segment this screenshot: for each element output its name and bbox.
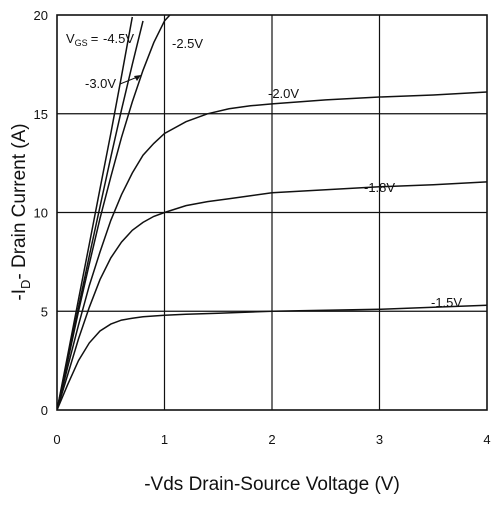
y-tick-label: 5	[41, 304, 48, 319]
label-leader-arrow	[134, 75, 141, 81]
series-label: -2.0V	[268, 86, 299, 101]
series-label: -1.5V	[431, 295, 462, 310]
series-labels: -4.5V -3.0V -2.5V -2.0V -1.8V -1.5V	[85, 31, 462, 310]
y-tick-label: 20	[34, 8, 48, 23]
y-tick-label: 10	[34, 206, 48, 221]
curve-vgs15	[57, 304, 487, 410]
x-axis-title: -Vds Drain-Source Voltage (V)	[144, 474, 400, 495]
y-axis-title-suffix: - Drain Current (A)	[9, 123, 30, 279]
x-tick-label: 0	[53, 432, 60, 447]
series-label: -1.8V	[364, 180, 395, 195]
x-tick-label: 4	[483, 432, 490, 447]
y-tick-label: 0	[41, 403, 48, 418]
vgs-legend-sub: GS	[75, 38, 88, 48]
series-label: -3.0V	[85, 76, 116, 91]
curve-vgs25	[57, 15, 171, 410]
vgs-legend-eq: =	[91, 31, 99, 46]
curve-vgs45	[57, 16, 134, 410]
series-label: -4.5V	[103, 31, 134, 46]
y-axis-title-sub: D	[18, 280, 33, 289]
y-tick-label: 15	[34, 107, 48, 122]
grid-lines	[56, 14, 488, 411]
curve-vgs20	[57, 91, 487, 410]
series-label: -2.5V	[172, 36, 203, 51]
y-axis-title: -ID- Drain Current (A)	[9, 123, 33, 300]
tick-labels: 0 1 2 3 4 0 5 10 15 20	[34, 8, 491, 447]
y-axis-title-prefix: -I	[9, 289, 30, 301]
vgs-legend-label: VGS =	[66, 31, 98, 48]
x-tick-label: 1	[161, 432, 168, 447]
vgs-legend-v: V	[66, 31, 75, 46]
curve-vgs18	[57, 181, 487, 410]
x-tick-label: 3	[376, 432, 383, 447]
series-curves	[57, 15, 487, 410]
x-tick-label: 2	[268, 432, 275, 447]
